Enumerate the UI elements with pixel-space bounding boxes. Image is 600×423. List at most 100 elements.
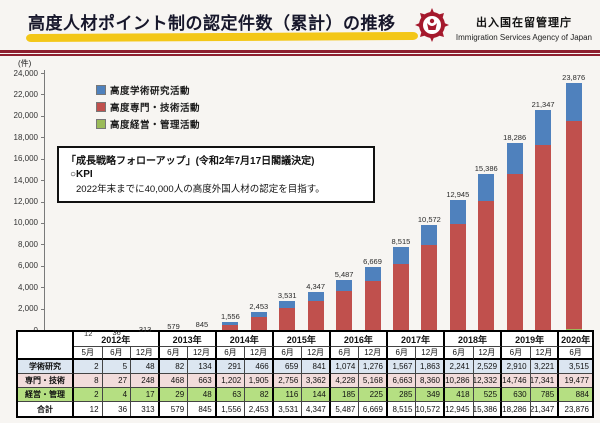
table-cell: 841 [302,360,331,374]
bar-segment-0 [222,322,239,326]
kpi-title: 「成長戦略フォローアップ」(令和2年7月17日閣議決定) [66,156,315,167]
table-cell: 10,286 [445,374,474,388]
stacked-bar [535,110,552,339]
bar-value-label: 18,286 [503,132,527,142]
table-corner-cell [18,332,74,360]
bar-value-label: 845 [195,319,209,329]
agency-name-en: Immigration Services Agency of Japan [455,32,592,42]
table-cell: 225 [359,388,388,402]
table-cell: 29 [159,388,189,402]
table-year-header: 2015年 [273,332,331,347]
title-wrap: 高度人材ポイント制の認定件数（累計）の推移 [25,9,419,43]
table-cell: 3,362 [302,374,331,388]
y-tick-label: 18,000 [13,132,38,142]
bar-slot: 36 [102,73,130,339]
legend-swatch-technical-icon [96,102,106,112]
header: 高度人材ポイント制の認定件数（累計）の推移 [0,0,600,50]
y-tick-label: 22,000 [13,89,38,99]
table-cell: 2 [74,360,103,374]
table-month-header: 6月 [102,347,132,360]
bar-chart: (件) 02,0004,0006,0008,00010,00012,00014,… [0,56,600,339]
y-tickmark [41,73,44,74]
table-cell: 12,945 [445,402,474,416]
bar-slot: 12,945 [444,73,472,339]
table-year-header: 2020年 [559,332,592,347]
bar-value-label: 4,347 [306,282,326,292]
legend-item-technical: 高度専門・技術活動 [96,100,200,114]
kpi-annotation-box: 「成長戦略フォローアップ」(令和2年7月17日閣議決定) ○KPI 2022年末… [57,146,375,203]
y-tickmark [41,115,44,117]
bar-value-label: 12 [84,328,93,338]
table-row-label: 合計 [18,402,74,416]
table-month-header: 12月 [530,347,560,360]
bar-segment-1 [307,301,324,338]
bar-segment-1 [506,174,523,332]
bar-slot: 4,347 [301,73,329,339]
table-year-header: 2012年 [74,332,160,347]
bar-slot: 21,347 [529,73,557,339]
bar-value-label: 15,386 [474,163,498,173]
stacked-bar [478,173,495,339]
kpi-label: ○KPI [70,169,93,180]
table-cell: 14,746 [502,374,531,388]
bar-segment-1 [478,200,495,334]
stacked-bar [364,267,381,339]
table-cell: 82 [245,388,274,402]
table-cell: 313 [131,402,160,416]
bar-slot: 579 [159,73,187,339]
bar-slot: 3,531 [273,73,301,339]
y-axis-line [44,70,45,330]
table-month-header: 12月 [473,347,503,360]
table-cell: 2 [74,388,103,402]
table-cell: 134 [188,360,217,374]
table-cell: 418 [445,388,474,402]
bar-segment-0 [392,247,409,265]
bar-segment-0 [336,279,353,292]
table-row-label: 専門・技術 [18,374,74,388]
table-cell: 48 [188,388,217,402]
table-cell: 3,221 [530,360,560,374]
table-month-header: 6月 [216,347,246,360]
bar-value-label: 579 [167,322,180,332]
y-tickmark [41,308,44,310]
table-cell: 5,487 [330,402,360,416]
table-month-header: 6月 [502,347,531,360]
y-tickmark [41,137,44,139]
table-cell: 2,529 [473,360,503,374]
bar-slot: 15,386 [472,73,500,339]
agency-name-ja: 出入国在留管理庁 [475,16,572,29]
page-title: 高度人材ポイント制の認定件数（累計）の推移 [28,14,396,33]
stacked-bar [392,247,409,339]
stacked-bar [449,200,466,339]
bar-segment-1 [449,224,466,335]
stacked-bar [565,83,582,339]
table-cell: 1,276 [359,360,388,374]
table-cell: 3,531 [273,402,303,416]
bar-segment-0 [307,292,324,302]
table-year-header: 2016年 [330,332,388,347]
table-month-header: 6月 [559,347,592,360]
table-cell: 5 [102,360,132,374]
table-cell: 23,876 [559,402,592,416]
table-month-header: 6月 [445,347,474,360]
data-table: 2012年 2013年 2014年 2015年 2016年 2017年 2018年 2019年… [16,330,594,418]
table-cell: 884 [559,388,592,402]
table-cell: 4,228 [330,374,360,388]
table-cell: 6,669 [359,402,388,416]
table-row-label: 経営・管理 [18,388,74,402]
table-year-header: 2018年 [445,332,503,347]
bar-value-label: 12,945 [446,190,470,200]
bar-segment-0 [279,300,296,308]
bar-segment-0 [250,312,267,318]
table-cell: 17 [131,388,160,402]
table-cell: 1,905 [245,374,274,388]
table-month-header: 6月 [273,347,303,360]
table-cell: 10,572 [416,402,446,416]
bar-slot: 2,453 [245,73,273,339]
bar-segment-0 [449,200,466,225]
table-cell: 248 [131,374,160,388]
bar-slot: 10,572 [415,73,443,339]
bar-slot: 5,487 [330,73,358,339]
bar-value-label: 23,876 [562,73,586,82]
